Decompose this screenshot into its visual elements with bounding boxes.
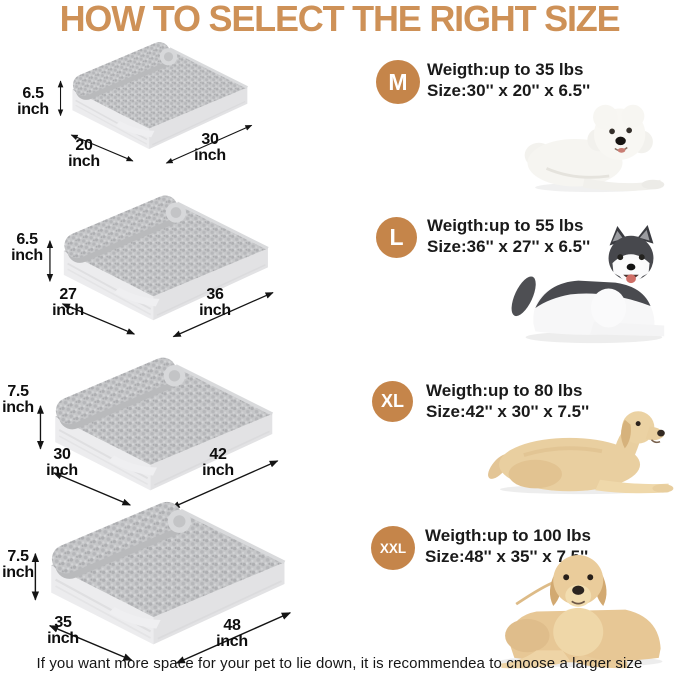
yellow-labrador-dog-image — [499, 555, 663, 669]
size-info-xxl: Weigth:up to 100 lbs Size:48'' x 35'' x … — [425, 525, 591, 567]
bed-depth-label: 20 inch — [68, 137, 100, 170]
weight-text: Weigth:up to 100 lbs — [425, 526, 591, 545]
husky-dog-image — [511, 225, 665, 344]
weight-text: Weigth:up to 35 lbs — [427, 60, 584, 79]
size-badge-xl: XL — [372, 381, 413, 422]
footer-note: If you want more space for your pet to l… — [36, 655, 643, 672]
bed-width-label: 42 inch — [202, 446, 234, 479]
size-badge-xxl: XXL — [371, 526, 415, 570]
bed-depth-label: 27 inch — [52, 286, 84, 319]
bed-height-label: 6.5 inch — [17, 85, 49, 118]
bed-width-label: 36 inch — [199, 286, 231, 319]
size-badge-l: L — [376, 217, 417, 258]
white-fluffy-dog-image — [524, 104, 665, 193]
bed-width-label: 30 inch — [194, 131, 226, 164]
pet-bed-illustration-xxl — [8, 499, 296, 668]
size-text: Size:36'' x 27'' x 6.5'' — [427, 237, 591, 256]
size-text: Size:48'' x 35'' x 7.5'' — [425, 547, 589, 566]
bed-height-label: 7.5 inch — [2, 383, 34, 416]
bed-depth-label: 30 inch — [46, 446, 78, 479]
pet-bed-illustration-m — [40, 40, 256, 167]
size-info-l: Weigth:up to 55 lbs Size:36'' x 27'' x 6… — [427, 215, 590, 257]
page-title: HOW TO SELECT THE RIGHT SIZE — [59, 0, 621, 39]
size-badge-m: M — [376, 60, 420, 104]
size-info-m: Weigth:up to 35 lbs Size:30'' x 20'' x 6… — [427, 59, 590, 101]
weight-text: Weigth:up to 55 lbs — [427, 216, 584, 235]
golden-retriever-dog-image — [488, 411, 674, 495]
weight-text: Weigth:up to 80 lbs — [426, 381, 583, 400]
pet-bed-illustration-xl — [15, 355, 283, 512]
bed-height-label: 6.5 inch — [11, 231, 43, 264]
size-text: Size:42'' x 30'' x 7.5'' — [426, 402, 590, 421]
bed-depth-label: 35 inch — [47, 614, 79, 647]
size-info-xl: Weigth:up to 80 lbs Size:42'' x 30'' x 7… — [426, 380, 589, 422]
bed-height-label: 7.5 inch — [2, 548, 34, 581]
size-text: Size:30'' x 20'' x 6.5'' — [427, 81, 591, 100]
bed-width-label: 48 inch — [216, 617, 248, 650]
pet-bed-illustration-l — [26, 193, 278, 341]
